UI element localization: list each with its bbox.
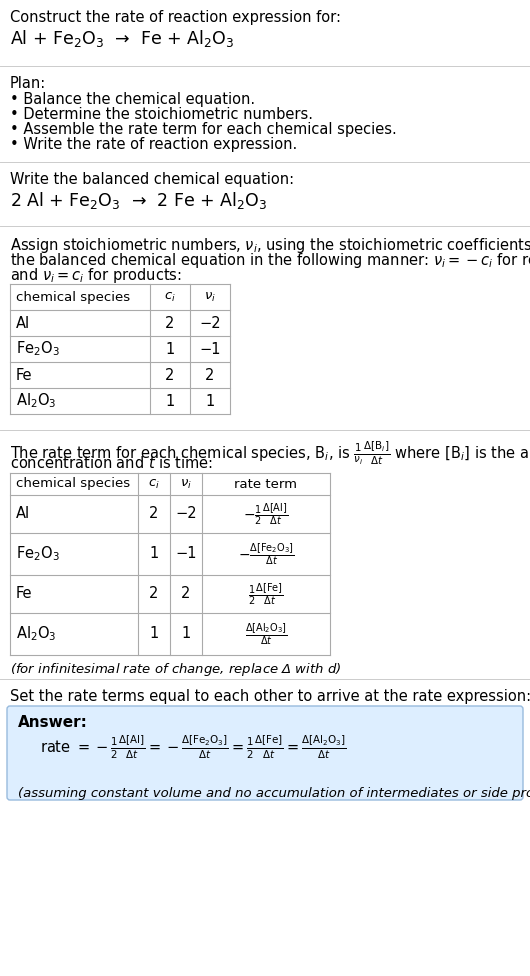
Text: • Write the rate of reaction expression.: • Write the rate of reaction expression. [10, 137, 297, 152]
Text: 1: 1 [149, 627, 158, 641]
Text: Construct the rate of reaction expression for:: Construct the rate of reaction expressio… [10, 10, 341, 25]
Text: 1: 1 [206, 393, 215, 409]
Text: chemical species: chemical species [16, 477, 130, 491]
Text: $-\frac{\Delta[\mathrm{Fe_2O_3}]}{\Delta t}$: $-\frac{\Delta[\mathrm{Fe_2O_3}]}{\Delta… [238, 541, 294, 567]
Text: Fe$_2$O$_3$: Fe$_2$O$_3$ [16, 340, 60, 358]
Text: the balanced chemical equation in the following manner: $\nu_i = -c_i$ for react: the balanced chemical equation in the fo… [10, 251, 530, 270]
Text: Set the rate terms equal to each other to arrive at the rate expression:: Set the rate terms equal to each other t… [10, 689, 530, 704]
Text: $\nu_i$: $\nu_i$ [180, 477, 192, 491]
Text: Answer:: Answer: [18, 715, 88, 730]
Text: Al: Al [16, 315, 30, 331]
Text: concentration and $t$ is time:: concentration and $t$ is time: [10, 455, 213, 471]
Text: $\nu_i$: $\nu_i$ [204, 291, 216, 304]
Text: Fe$_2$O$_3$: Fe$_2$O$_3$ [16, 545, 60, 563]
Text: 2: 2 [205, 368, 215, 383]
Text: 2: 2 [181, 587, 191, 601]
Text: rate term: rate term [234, 477, 297, 491]
Text: 2: 2 [165, 368, 175, 383]
Text: 1: 1 [149, 547, 158, 561]
Text: Al$_2$O$_3$: Al$_2$O$_3$ [16, 625, 57, 643]
Text: $c_i$: $c_i$ [164, 291, 176, 304]
Text: −1: −1 [175, 547, 197, 561]
FancyBboxPatch shape [7, 706, 523, 800]
Text: Al$_2$O$_3$: Al$_2$O$_3$ [16, 391, 57, 410]
Text: The rate term for each chemical species, B$_i$, is $\frac{1}{\nu_i}\frac{\Delta[: The rate term for each chemical species,… [10, 440, 530, 468]
Text: −2: −2 [175, 507, 197, 521]
Text: and $\nu_i = c_i$ for products:: and $\nu_i = c_i$ for products: [10, 266, 182, 285]
Text: Assign stoichiometric numbers, $\nu_i$, using the stoichiometric coefficients, $: Assign stoichiometric numbers, $\nu_i$, … [10, 236, 530, 255]
Text: 1: 1 [165, 342, 174, 356]
Text: (for infinitesimal rate of change, replace Δ with $d$): (for infinitesimal rate of change, repla… [10, 661, 341, 678]
Text: (assuming constant volume and no accumulation of intermediates or side products): (assuming constant volume and no accumul… [18, 787, 530, 800]
Text: Plan:: Plan: [10, 76, 46, 91]
Text: Fe: Fe [16, 368, 32, 383]
Text: 2: 2 [165, 315, 175, 331]
Text: • Determine the stoichiometric numbers.: • Determine the stoichiometric numbers. [10, 107, 313, 122]
Text: $c_i$: $c_i$ [148, 477, 160, 491]
Text: −1: −1 [199, 342, 221, 356]
Text: $-\frac{1}{2}\frac{\Delta[\mathrm{Al}]}{\Delta t}$: $-\frac{1}{2}\frac{\Delta[\mathrm{Al}]}{… [243, 501, 288, 527]
Text: Write the balanced chemical equation:: Write the balanced chemical equation: [10, 172, 294, 187]
Text: Al: Al [16, 507, 30, 521]
Text: 2: 2 [149, 507, 158, 521]
Text: Al + Fe$_2$O$_3$  →  Fe + Al$_2$O$_3$: Al + Fe$_2$O$_3$ → Fe + Al$_2$O$_3$ [10, 28, 234, 49]
Text: rate $= -\frac{1}{2}\frac{\Delta[\mathrm{Al}]}{\Delta t} = -\frac{\Delta[\mathrm: rate $= -\frac{1}{2}\frac{\Delta[\mathrm… [40, 733, 346, 760]
Text: $\frac{1}{2}\frac{\Delta[\mathrm{Fe}]}{\Delta t}$: $\frac{1}{2}\frac{\Delta[\mathrm{Fe}]}{\… [248, 581, 284, 607]
Text: 1: 1 [181, 627, 191, 641]
Text: • Balance the chemical equation.: • Balance the chemical equation. [10, 92, 255, 107]
Text: 2 Al + Fe$_2$O$_3$  →  2 Fe + Al$_2$O$_3$: 2 Al + Fe$_2$O$_3$ → 2 Fe + Al$_2$O$_3$ [10, 190, 267, 211]
Text: chemical species: chemical species [16, 291, 130, 304]
Text: −2: −2 [199, 315, 221, 331]
Text: 2: 2 [149, 587, 158, 601]
Text: $\frac{\Delta[\mathrm{Al_2O_3}]}{\Delta t}$: $\frac{\Delta[\mathrm{Al_2O_3}]}{\Delta … [245, 621, 287, 647]
Text: Fe: Fe [16, 587, 32, 601]
Text: 1: 1 [165, 393, 174, 409]
Text: • Assemble the rate term for each chemical species.: • Assemble the rate term for each chemic… [10, 122, 397, 137]
